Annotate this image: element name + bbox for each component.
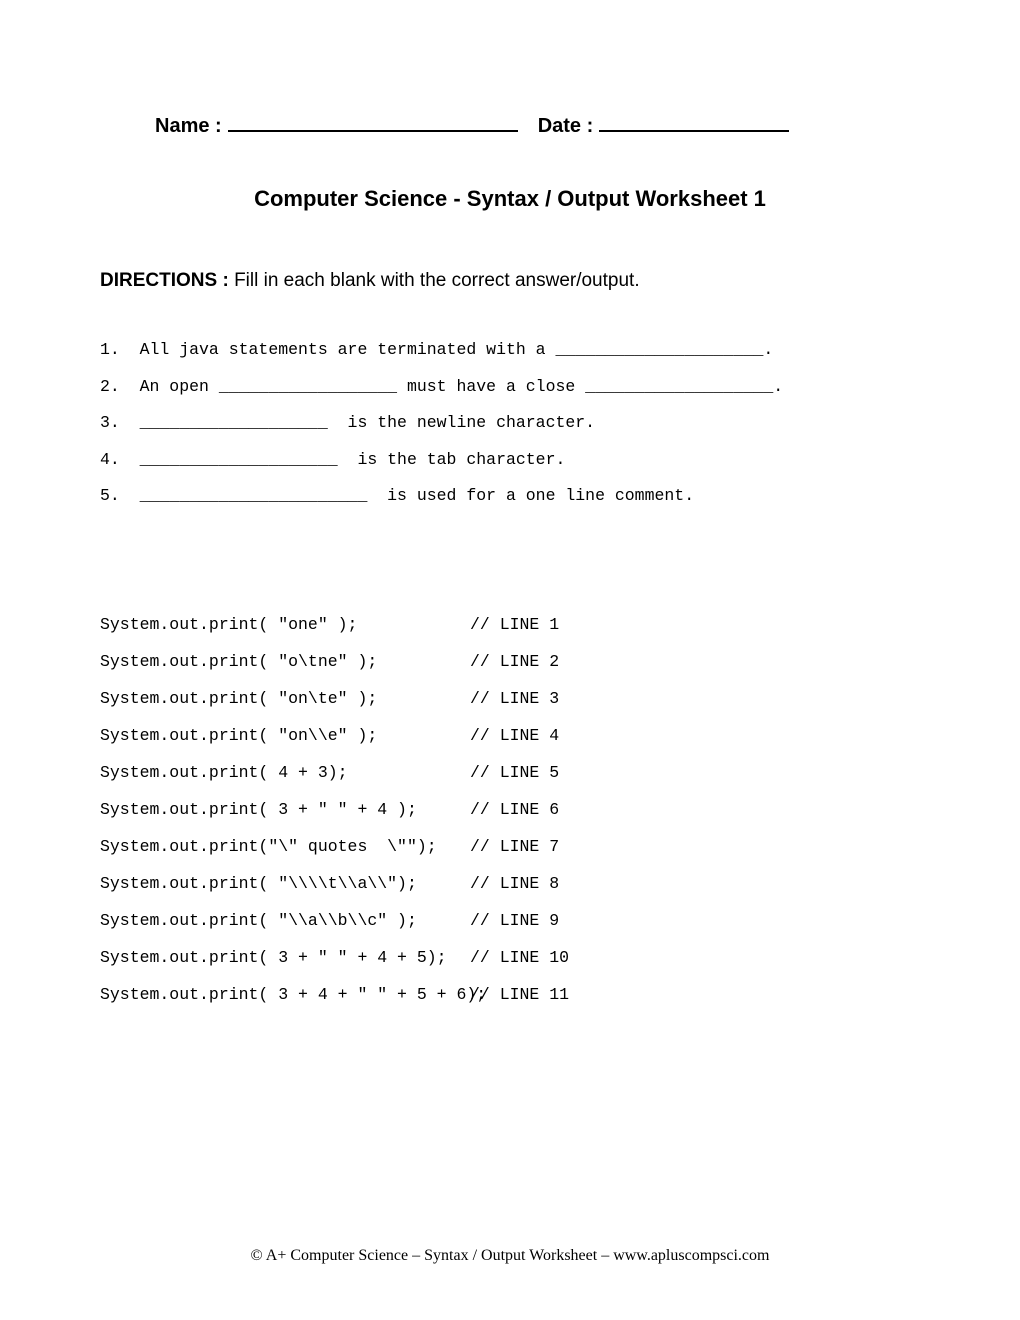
code-comment: // LINE 10 xyxy=(470,948,569,967)
name-label: Name : xyxy=(155,115,222,138)
code-statement: System.out.print( 3 + " " + 4 ); xyxy=(100,800,470,819)
header-row: Name : Date : xyxy=(155,115,920,138)
code-statement: System.out.print( "o\tne" ); xyxy=(100,652,470,671)
questions-block: 1. All java statements are terminated wi… xyxy=(100,342,920,505)
code-row: System.out.print( "o\tne" ); // LINE 2 xyxy=(100,652,920,671)
code-statement: System.out.print( 3 + 4 + " " + 5 + 6); xyxy=(100,985,470,1004)
directions-label: DIRECTIONS : xyxy=(100,270,234,291)
question-row: 2. An open __________________ must have … xyxy=(100,379,920,396)
code-comment: // LINE 5 xyxy=(470,763,559,782)
code-row: System.out.print( 3 + 4 + " " + 5 + 6); … xyxy=(100,985,920,1004)
code-comment: // LINE 3 xyxy=(470,689,559,708)
code-statement: System.out.print("\" quotes \""); xyxy=(100,837,470,856)
directions-text: Fill in each blank with the correct answ… xyxy=(234,270,640,291)
code-comment: // LINE 7 xyxy=(470,837,559,856)
code-row: System.out.print( "one" ); // LINE 1 xyxy=(100,615,920,634)
code-statement: System.out.print( "one" ); xyxy=(100,615,470,634)
name-blank[interactable] xyxy=(228,130,518,132)
worksheet-page: Name : Date : Computer Science - Syntax … xyxy=(0,0,1020,1004)
code-row: System.out.print( "\\\\t\\a\\"); // LINE… xyxy=(100,874,920,893)
code-block: System.out.print( "one" ); // LINE 1 Sys… xyxy=(100,615,920,1004)
code-statement: System.out.print( 4 + 3); xyxy=(100,763,470,782)
code-row: System.out.print( "on\te" ); // LINE 3 xyxy=(100,689,920,708)
code-statement: System.out.print( 3 + " " + 4 + 5); xyxy=(100,948,470,967)
code-comment: // LINE 4 xyxy=(470,726,559,745)
code-comment: // LINE 1 xyxy=(470,615,559,634)
code-row: System.out.print( 3 + " " + 4 + 5); // L… xyxy=(100,948,920,967)
code-statement: System.out.print( "on\\e" ); xyxy=(100,726,470,745)
code-row: System.out.print( 4 + 3); // LINE 5 xyxy=(100,763,920,782)
question-row: 4. ____________________ is the tab chara… xyxy=(100,452,920,469)
code-comment: // LINE 6 xyxy=(470,800,559,819)
code-statement: System.out.print( "on\te" ); xyxy=(100,689,470,708)
date-label: Date : xyxy=(538,115,594,138)
worksheet-title: Computer Science - Syntax / Output Works… xyxy=(100,186,920,212)
code-row: System.out.print("\" quotes \""); // LIN… xyxy=(100,837,920,856)
question-row: 5. _______________________ is used for a… xyxy=(100,488,920,505)
code-statement: System.out.print( "\\\\t\\a\\"); xyxy=(100,874,470,893)
code-statement: System.out.print( "\\a\\b\\c" ); xyxy=(100,911,470,930)
date-blank[interactable] xyxy=(599,130,789,132)
question-row: 1. All java statements are terminated wi… xyxy=(100,342,920,359)
code-comment: // LINE 8 xyxy=(470,874,559,893)
code-row: System.out.print( 3 + " " + 4 ); // LINE… xyxy=(100,800,920,819)
code-comment: // LINE 9 xyxy=(470,911,559,930)
code-comment: // LINE 2 xyxy=(470,652,559,671)
question-row: 3. ___________________ is the newline ch… xyxy=(100,415,920,432)
footer: © A+ Computer Science – Syntax / Output … xyxy=(0,1247,1020,1265)
code-comment: // LINE 11 xyxy=(470,985,569,1004)
code-row: System.out.print( "on\\e" ); // LINE 4 xyxy=(100,726,920,745)
directions: DIRECTIONS : Fill in each blank with the… xyxy=(100,270,920,292)
code-row: System.out.print( "\\a\\b\\c" ); // LINE… xyxy=(100,911,920,930)
